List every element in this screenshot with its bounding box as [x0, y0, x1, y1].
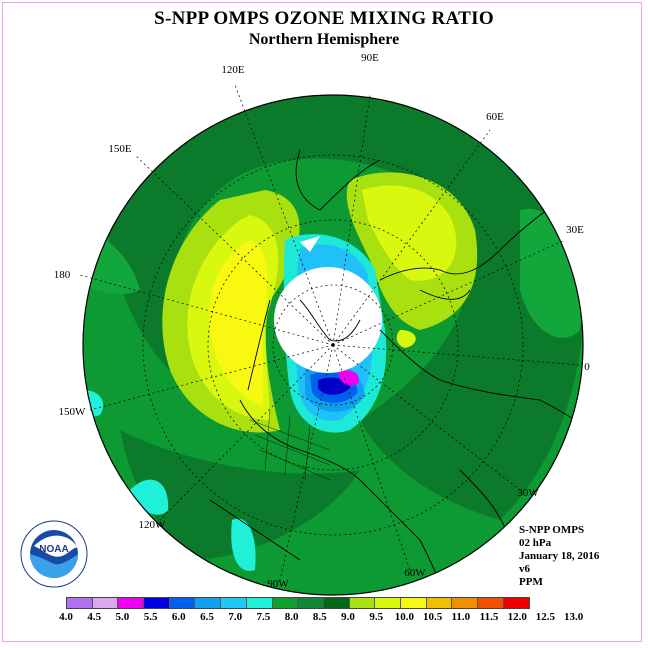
colorbar-swatch [452, 598, 478, 608]
map-title: S-NPP OMPS OZONE MIXING RATIO [154, 8, 494, 29]
colorbar-tick-label: 9.5 [369, 611, 384, 623]
image-frame [2, 2, 642, 642]
lon-label-150e: 150E [108, 143, 132, 155]
colorbar-swatch [246, 598, 273, 608]
colorbar-swatch [221, 598, 247, 608]
colorbar-swatch [195, 598, 222, 608]
map-boundary [82, 94, 584, 596]
lon-label-180: 180 [54, 269, 71, 281]
colorbar-swatch [144, 598, 170, 608]
lon-label-60w: 60W [404, 567, 426, 579]
colorbar-ticks: 4.0 4.5 5.0 5.5 6.0 6.5 7.0 7.5 8.0 8.5 9.0 9.5 10.0… [50, 611, 610, 625]
colorbar-tick-label: 9.0 [341, 611, 355, 623]
colorbar-swatch [478, 598, 504, 608]
colorbar-tick-label: 12.0 [507, 611, 527, 623]
colorbar-tick-label: 11.5 [479, 611, 499, 623]
lon-label-120w: 120W [139, 519, 167, 531]
colorbar-swatch [323, 598, 350, 608]
lon-label-30e: 30E [566, 224, 584, 236]
lon-label-30w: 30W [517, 487, 539, 499]
lon-label-90e: 90E [361, 52, 379, 64]
colorbar-swatch [375, 598, 401, 608]
colorbar-swatch [349, 598, 376, 608]
colorbar-tick-label: 5.0 [115, 611, 130, 623]
colorbar-tick-label: 7.0 [228, 611, 243, 623]
lon-label-150w: 150W [59, 406, 87, 418]
colorbar-tick-label: 7.5 [256, 611, 271, 623]
colorbar-tick-label: 6.5 [200, 611, 214, 623]
noaa-logo-text: NOAA [39, 544, 68, 555]
colorbar-swatch [118, 598, 145, 608]
colorbar-tick-label: 11.0 [451, 611, 471, 623]
info-date: January 18, 2016 [519, 550, 600, 562]
info-instrument: S-NPP OMPS [519, 524, 585, 536]
colorbar-tick-label: 8.5 [312, 611, 327, 623]
colorbar-swatch [92, 598, 119, 608]
colorbar-tick-label: 10.5 [422, 611, 443, 623]
colorbar [66, 597, 531, 609]
lon-label-90w: 90W [267, 578, 289, 590]
colorbar-swatch [426, 598, 453, 608]
colorbar-swatch [67, 598, 93, 608]
map-subtitle: Northern Hemisphere [248, 31, 400, 48]
info-version: v6 [519, 563, 530, 575]
colorbar-tick-label: 4.0 [59, 611, 73, 623]
colorbar-tick-label: 10.0 [394, 611, 415, 623]
colorbar-tick-label: 13.0 [563, 611, 584, 623]
info-units: PPM [519, 576, 543, 588]
colorbar-swatch [272, 598, 299, 608]
colorbar-tick-label: 5.5 [143, 611, 158, 623]
lon-label-60e: 60E [486, 111, 504, 123]
info-block: S-NPP OMPS 02 hPa January 18, 2016 v6 PP… [519, 524, 599, 589]
colorbar-tick-label: 8.0 [284, 611, 299, 623]
colorbar-swatch [400, 598, 427, 608]
lon-label-120e: 120E [221, 64, 245, 76]
colorbar-swatch [503, 598, 530, 608]
ozone-field [83, 95, 583, 595]
colorbar-tick-label: 6.0 [171, 611, 186, 623]
lon-label-0: 0 [584, 361, 590, 373]
colorbar-swatch [169, 598, 196, 608]
noaa-logo-icon: NOAA [20, 520, 88, 588]
colorbar-tick-label: 12.5 [535, 611, 556, 623]
colorbar-tick-label: 4.5 [87, 611, 102, 623]
info-level: 02 hPa [519, 537, 552, 549]
colorbar-swatch [298, 598, 324, 608]
graticule [79, 84, 581, 581]
